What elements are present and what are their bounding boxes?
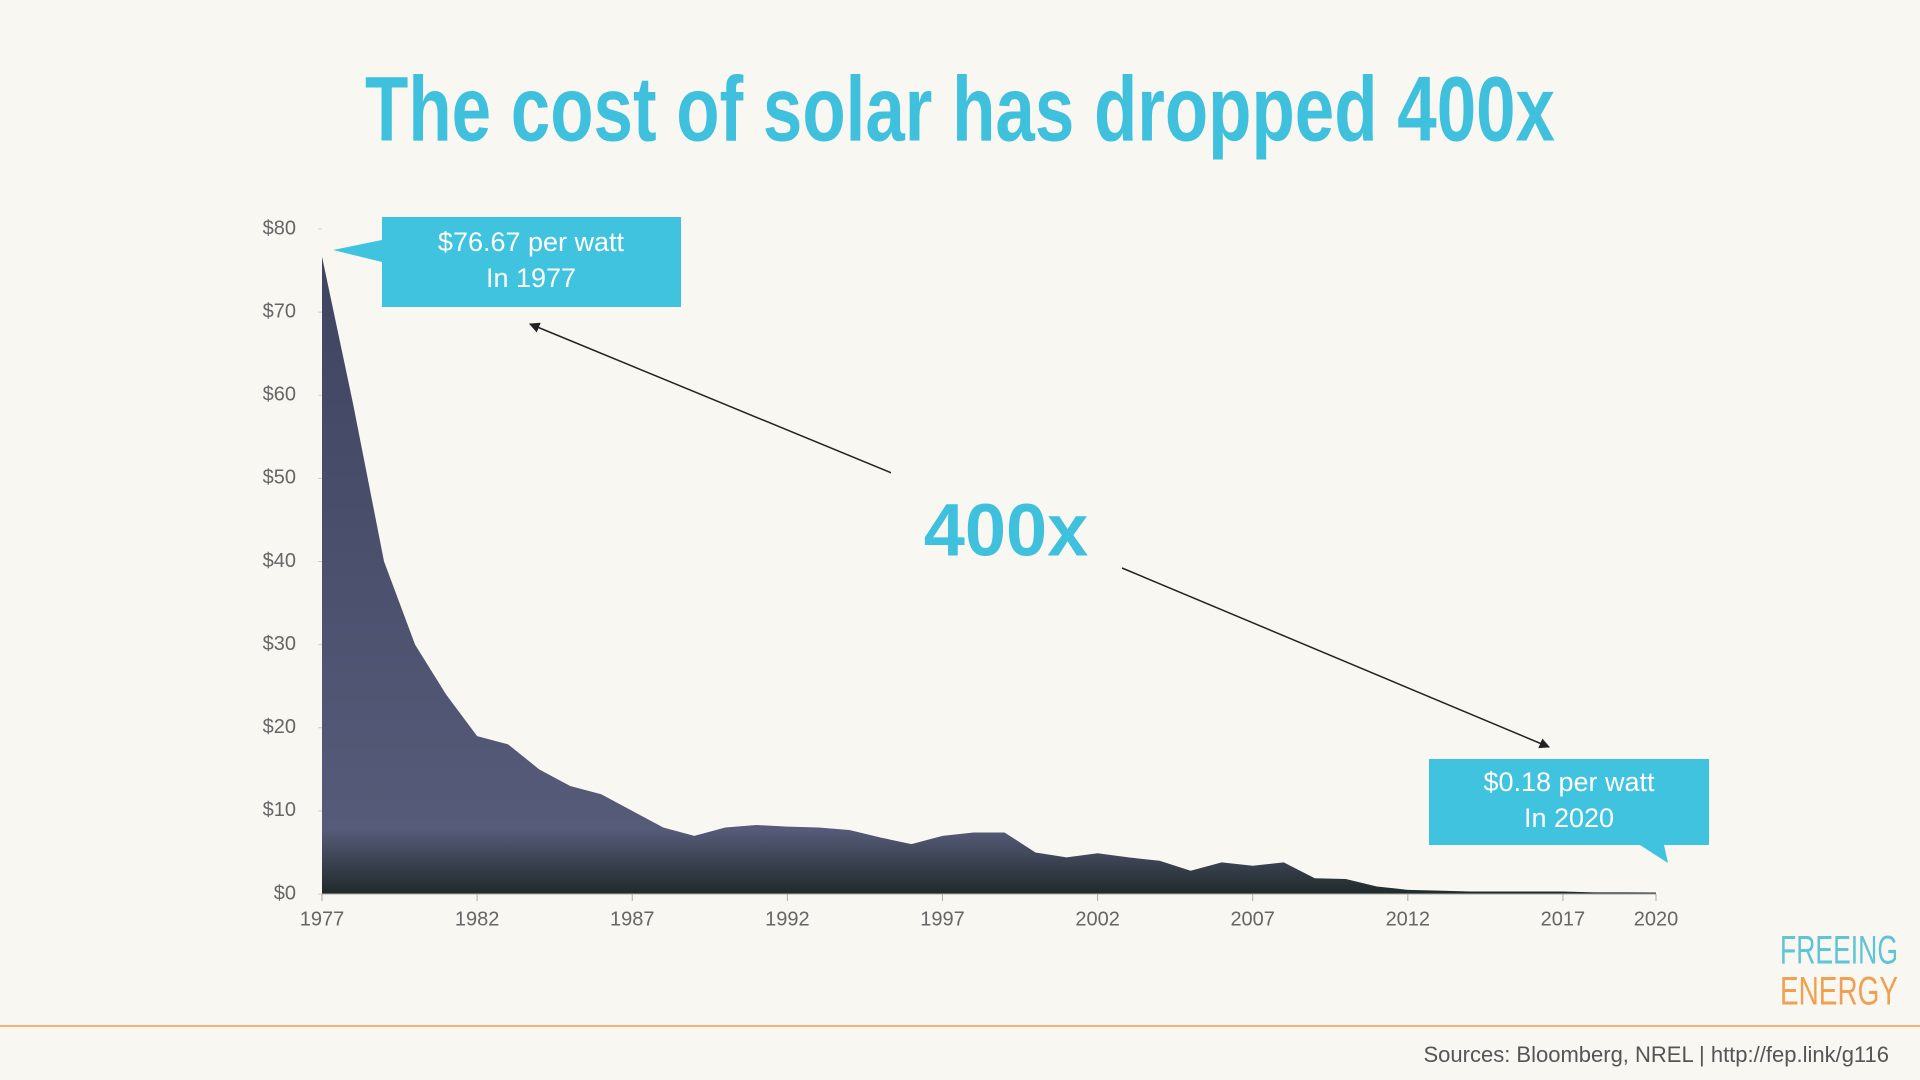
y-tick-label: $10 bbox=[263, 799, 296, 821]
y-tick-label: $40 bbox=[263, 550, 296, 572]
y-tick-label: $30 bbox=[263, 633, 296, 655]
x-tick-label: 1992 bbox=[765, 908, 810, 930]
y-tick-label: $0 bbox=[274, 882, 296, 904]
callout bbox=[1429, 759, 1709, 863]
x-tick-label: 2007 bbox=[1230, 908, 1275, 930]
x-tick-label: 2020 bbox=[1634, 908, 1679, 930]
area bbox=[322, 256, 1656, 894]
callout bbox=[333, 217, 681, 307]
y-tick-label: $50 bbox=[263, 467, 296, 489]
logo: FREEING bbox=[1780, 929, 1898, 973]
annotation: In 2020 bbox=[1524, 803, 1614, 833]
x-tick-label: 1977 bbox=[300, 908, 345, 930]
x-tick-label: 2012 bbox=[1386, 908, 1431, 930]
y-tick-label: $20 bbox=[263, 716, 296, 738]
y-tick-label: $60 bbox=[263, 384, 296, 406]
annotation: $76.67 per watt bbox=[438, 227, 625, 257]
source: Sources: Bloomberg, NREL | http://fep.li… bbox=[1423, 1042, 1889, 1067]
annotation: 400x bbox=[924, 489, 1089, 572]
y-tick-label: $70 bbox=[263, 300, 296, 322]
y-tick-label: $80 bbox=[263, 217, 296, 239]
chart-title: The cost of solar has dropped 400x bbox=[365, 58, 1555, 160]
x-tick-label: 1982 bbox=[455, 908, 500, 930]
annotation: In 1977 bbox=[486, 263, 576, 293]
arrow bbox=[1121, 567, 1550, 749]
x-tick-label: 1997 bbox=[920, 908, 965, 930]
annotation: $0.18 per watt bbox=[1483, 767, 1655, 797]
x-tick-label: 1987 bbox=[610, 908, 655, 930]
label-box bbox=[891, 471, 1120, 606]
arrow bbox=[529, 322, 895, 475]
logo: ENERGY bbox=[1780, 970, 1898, 1014]
plot-area: $0 $10 $20 $30 $40 $50 $60 $70 $80 1977 1982 1987 19… bbox=[263, 217, 1679, 930]
x-tick-label: 2017 bbox=[1541, 908, 1586, 930]
x-tick-label: 2002 bbox=[1075, 908, 1120, 930]
